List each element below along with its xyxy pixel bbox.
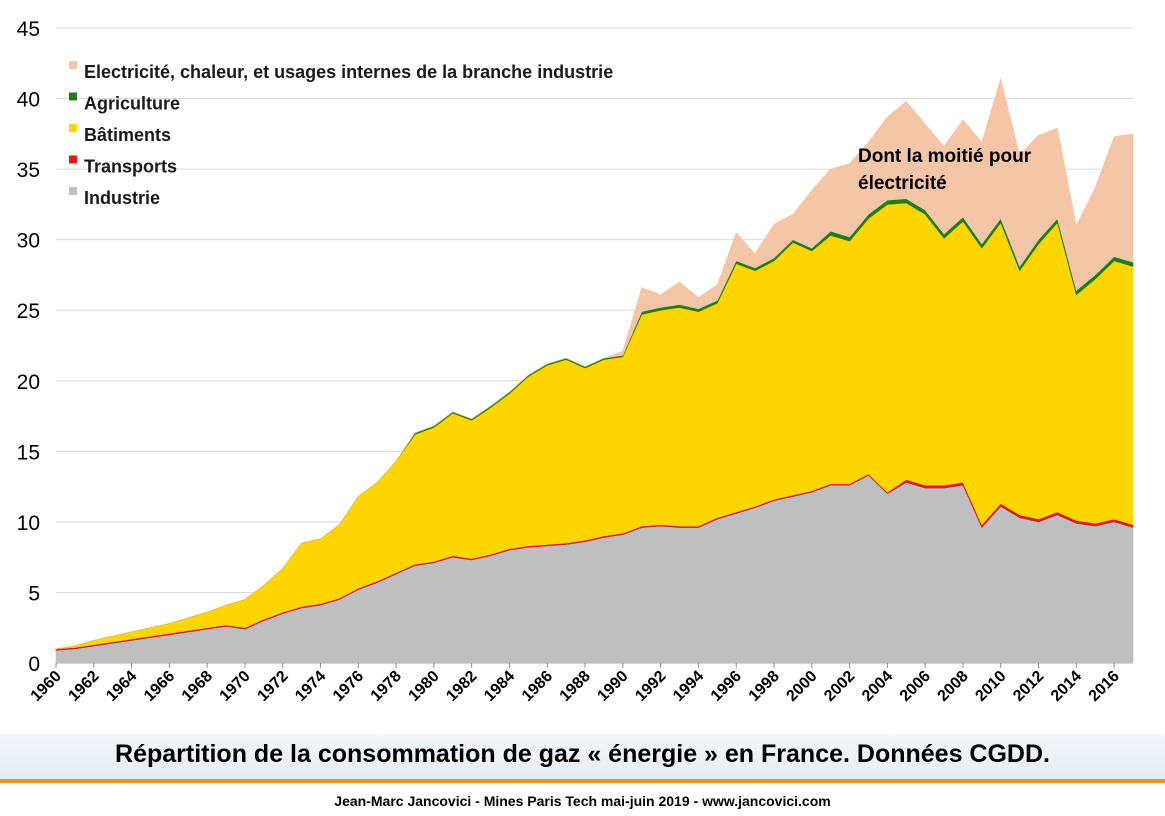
x-tick-label: 2012	[1010, 668, 1047, 705]
y-tick-label: 45	[17, 18, 40, 41]
caption-band: Répartition de la consommation de gaz « …	[0, 734, 1165, 779]
x-tick-label: 2004	[859, 668, 896, 705]
x-tick-label: 1996	[708, 668, 745, 705]
x-tick-label: 2008	[935, 668, 972, 705]
series-area-electricite	[55, 77, 1134, 650]
legend-swatch	[69, 92, 77, 101]
y-tick-label: 0	[28, 653, 40, 676]
x-tick-label: 1972	[254, 668, 291, 705]
x-tick-label: 2000	[783, 668, 820, 705]
y-axis-ticks: 0 5 10 15 20 25 30 35 40 45	[17, 18, 40, 676]
y-tick-label: 30	[17, 230, 40, 253]
series-areas	[55, 77, 1134, 664]
legend-swatch	[69, 61, 77, 69]
x-tick-label: 2010	[972, 668, 1009, 705]
x-tick-label: 1984	[481, 668, 518, 705]
legend: Electricité, chaleur, et usages internes…	[69, 61, 613, 208]
chart-panel: 0 5 10 15 20 25 30 35 40 45 1960 1962 1964 1966 1968 1…	[16, 18, 1134, 705]
x-tick-label: 1968	[179, 668, 216, 705]
x-tick-label: 2016	[1086, 668, 1123, 705]
y-tick-label: 10	[17, 512, 40, 535]
legend-label: Agriculture	[84, 94, 180, 114]
legend-label: Bâtiments	[84, 125, 171, 145]
x-tick-label: 1990	[594, 668, 631, 705]
y-tick-label: 20	[17, 371, 40, 394]
footer-credit: Jean-Marc Jancovici - Mines Paris Tech m…	[334, 793, 831, 809]
annotation-line-1: Dont la moitié pour	[858, 146, 1032, 167]
x-tick-label: 2002	[821, 668, 858, 705]
annotation: Dont la moitié pour électricité	[858, 146, 1032, 194]
legend-swatch	[69, 187, 77, 195]
footer-band: Jean-Marc Jancovici - Mines Paris Tech m…	[0, 783, 1165, 816]
x-tick-label: 1970	[217, 668, 254, 705]
x-tick-label: 1992	[632, 668, 669, 705]
y-tick-label: 25	[17, 300, 40, 323]
x-tick-label: 1998	[746, 668, 783, 705]
x-tick-label: 1962	[65, 668, 102, 705]
x-tick-label: 1966	[141, 668, 178, 705]
x-tick-label: 1980	[406, 668, 443, 705]
x-tick-label: 1978	[368, 668, 405, 705]
x-tick-label: 1988	[557, 668, 594, 705]
legend-swatch	[69, 124, 77, 132]
legend-label: Electricité, chaleur, et usages internes…	[84, 62, 613, 82]
x-tick-label: 2006	[897, 668, 934, 705]
annotation-line-2: électricité	[858, 173, 947, 194]
x-tick-label: 1964	[103, 668, 140, 705]
divider-rule	[0, 779, 1165, 783]
stacked-area-chart: 0 5 10 15 20 25 30 35 40 45 1960 1962 1964 1966 1968 1…	[17, 18, 1134, 705]
x-tick-label: 1994	[670, 668, 707, 705]
x-tick-label: 1982	[443, 668, 480, 705]
x-tick-label: 1974	[292, 668, 329, 705]
legend-label: Industrie	[84, 188, 160, 208]
legend-swatch	[69, 155, 77, 164]
y-tick-label: 35	[17, 159, 40, 182]
x-tick-label: 1986	[519, 668, 556, 705]
chart-caption: Répartition de la consommation de gaz « …	[115, 740, 1050, 768]
y-tick-label: 15	[17, 441, 40, 464]
legend-label: Transports	[84, 157, 177, 177]
x-tick-label: 1976	[330, 668, 367, 705]
x-tick-label: 2014	[1048, 668, 1085, 705]
x-axis-ticks: 1960 1962 1964 1966 1968 1970 1972 1974 1976 1978…	[28, 663, 1123, 705]
y-tick-label: 5	[28, 582, 40, 605]
y-tick-label: 40	[17, 89, 40, 112]
